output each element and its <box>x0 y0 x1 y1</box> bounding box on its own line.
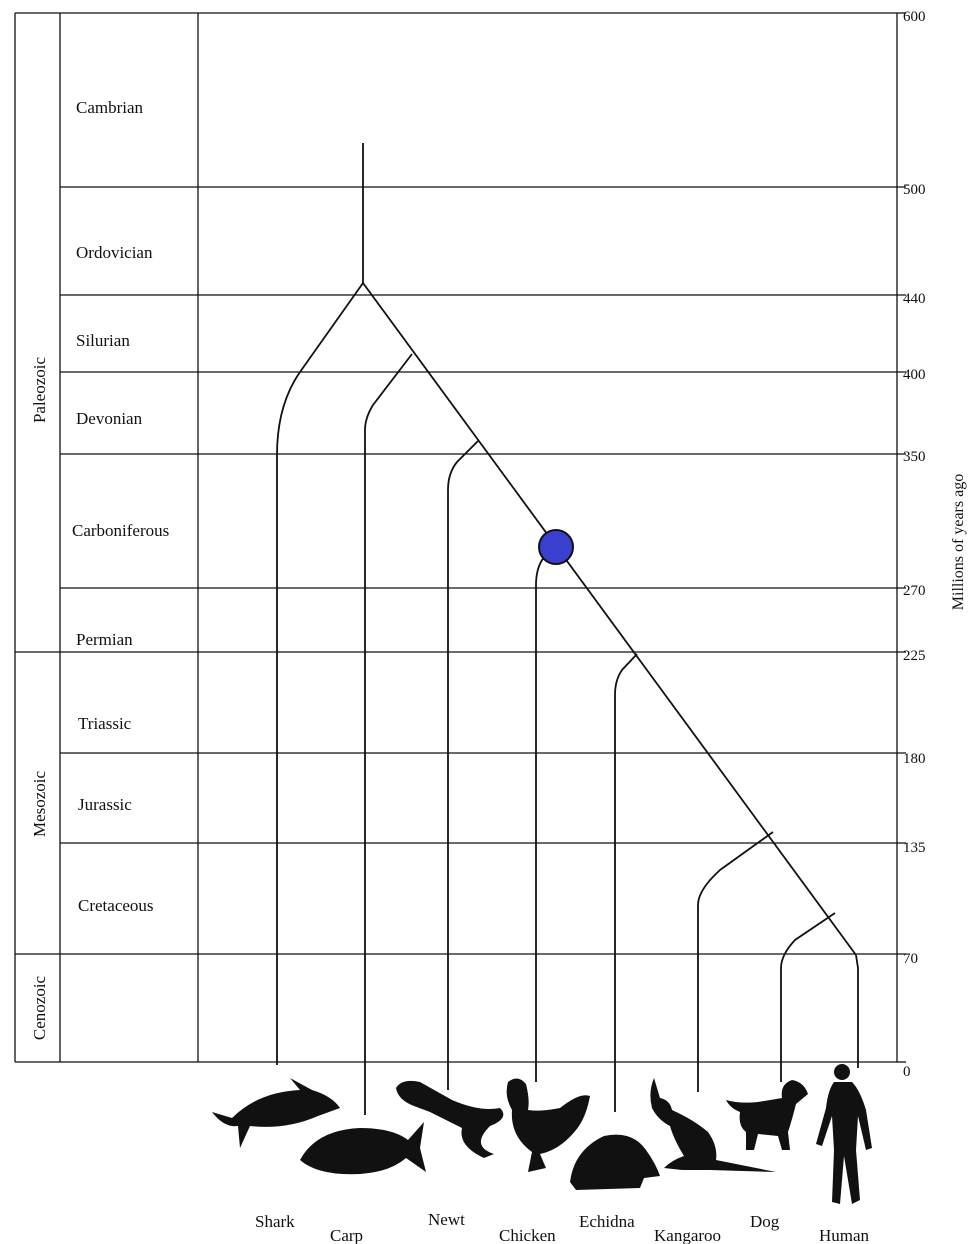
tick-label-225: 225 <box>903 648 926 664</box>
branch-carp <box>364 353 413 1115</box>
animal-label-newt: Newt <box>428 1210 465 1229</box>
kangaroo-icon <box>650 1078 776 1172</box>
tick-label-135: 135 <box>903 840 926 856</box>
animal-label-echidna: Echidna <box>579 1212 635 1231</box>
phylogenetic-tree <box>276 143 859 1115</box>
highlight-marker <box>538 529 574 565</box>
period-triassic: Triassic <box>78 714 132 733</box>
period-silurian: Silurian <box>76 331 130 350</box>
branch-newt <box>447 440 479 1090</box>
axis-title: Millions of years ago <box>950 474 967 610</box>
period-carboniferous: Carboniferous <box>72 521 169 540</box>
echidna-icon <box>570 1134 660 1190</box>
tick-label-270: 270 <box>903 583 926 599</box>
era-label-cenozoic: Cenozoic <box>30 975 49 1040</box>
carp-icon <box>300 1122 426 1175</box>
animal-label-shark: Shark <box>255 1212 295 1231</box>
tree-main-trunk <box>362 282 857 956</box>
tick-label-500: 500 <box>903 182 926 198</box>
dog-icon <box>726 1080 808 1150</box>
animal-label-carp: Carp <box>330 1226 363 1244</box>
animal-label-chicken: Chicken <box>499 1226 556 1244</box>
chicken-icon <box>506 1078 590 1172</box>
newt-icon <box>396 1080 504 1158</box>
period-devonian: Devonian <box>76 409 143 428</box>
tick-label-70: 70 <box>903 951 918 967</box>
era-label-paleozoic: Paleozoic <box>30 357 49 424</box>
tick-label-350: 350 <box>903 449 926 465</box>
shark-icon <box>212 1078 340 1148</box>
animal-label-human: Human <box>819 1226 870 1244</box>
branch-dog <box>780 912 836 1082</box>
branch-shark <box>276 282 364 1065</box>
period-cambrian: Cambrian <box>76 98 144 117</box>
tick-label-0: 0 <box>903 1064 911 1080</box>
tick-label-600: 600 <box>903 9 926 25</box>
branch-kangaroo <box>697 831 774 1092</box>
period-jurassic: Jurassic <box>78 795 132 814</box>
branch-chicken <box>535 546 557 1082</box>
branch-echidna <box>614 653 638 1112</box>
period-cretaceous: Cretaceous <box>78 896 154 915</box>
era-label-mesozoic: Mesozoic <box>30 771 49 838</box>
animal-label-kangaroo: Kangaroo <box>654 1226 721 1244</box>
period-ordovician: Ordovician <box>76 243 153 262</box>
tick-label-400: 400 <box>903 367 926 383</box>
animal-label-dog: Dog <box>750 1212 780 1231</box>
tick-label-180: 180 <box>903 751 926 767</box>
branch-human <box>855 954 859 1068</box>
tick-label-440: 440 <box>903 291 926 307</box>
human-icon <box>816 1064 872 1204</box>
period-permian: Permian <box>76 630 133 649</box>
